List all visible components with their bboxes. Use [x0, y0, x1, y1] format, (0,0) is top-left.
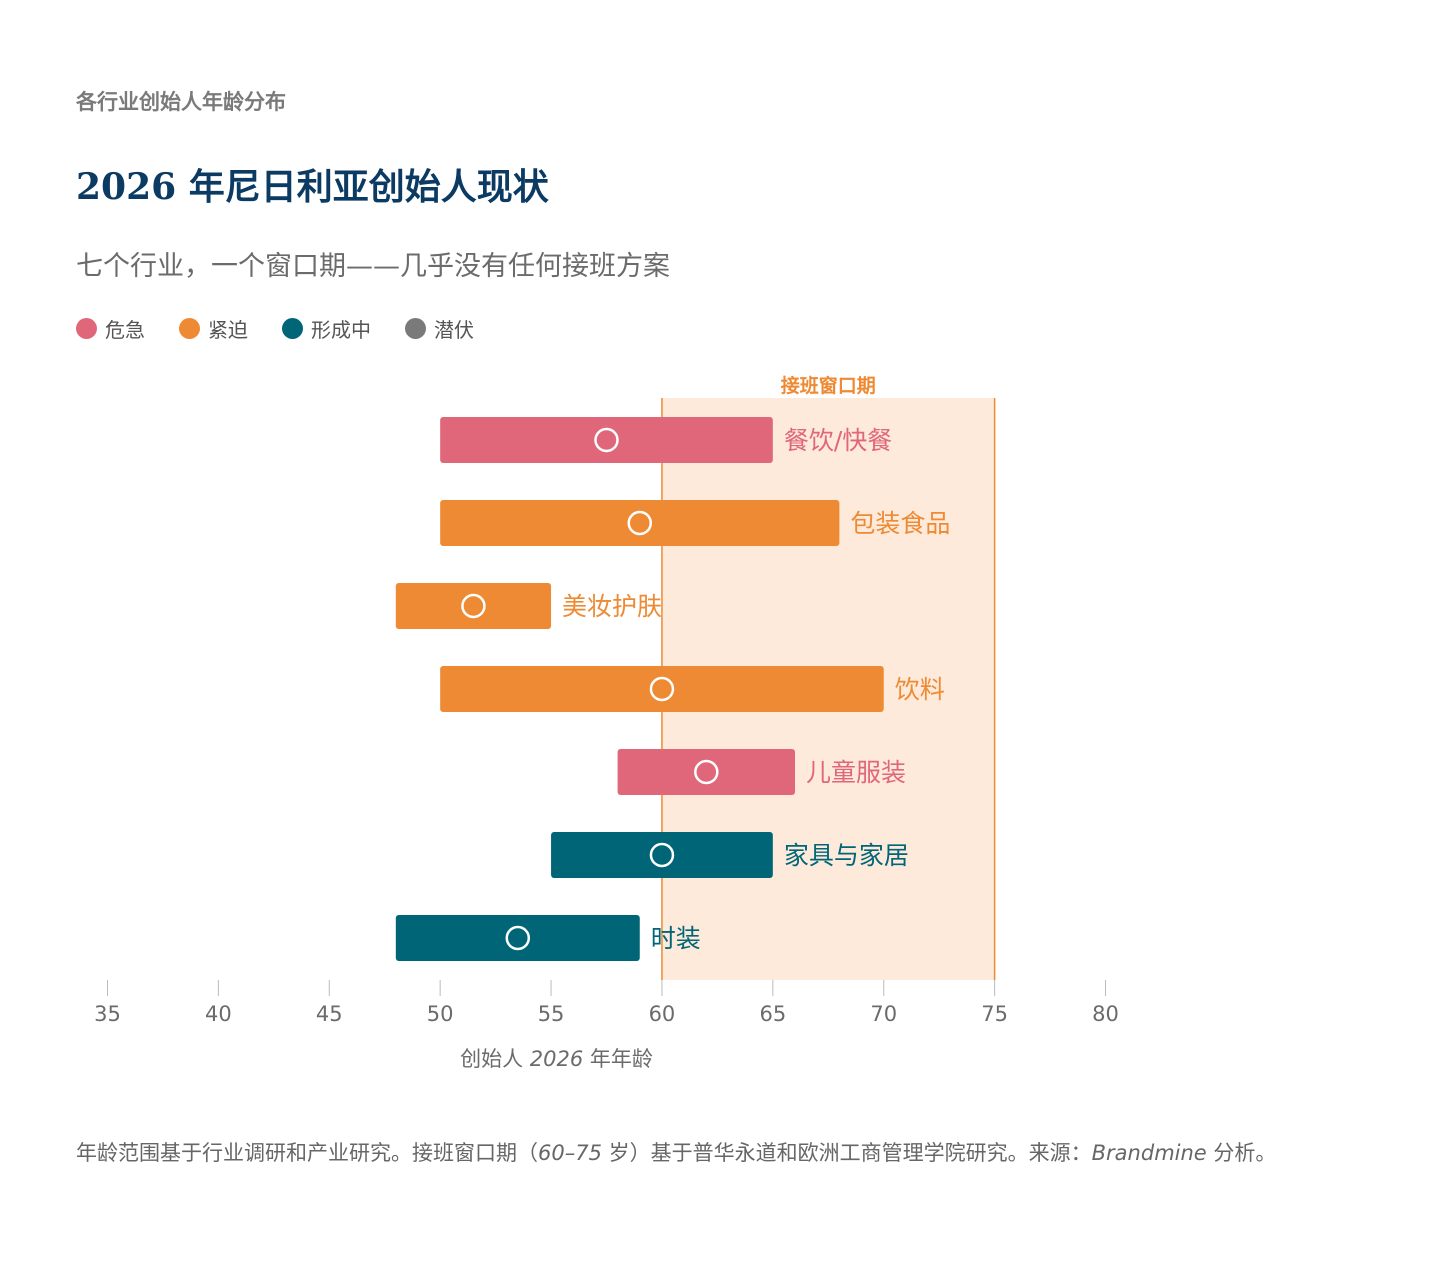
chart-title: 2026 年尼日利亚创始人现状	[76, 166, 549, 208]
median-marker	[627, 510, 653, 536]
footnote-text-3: 分析。	[1206, 1141, 1277, 1165]
median-marker	[505, 925, 531, 951]
legend-swatch-urgent	[179, 318, 200, 339]
legend-item-urgent: 紧迫	[179, 314, 248, 343]
legend-label-urgent: 紧迫	[208, 318, 248, 342]
bar-label: 家具与家居	[784, 841, 909, 870]
median-marker	[649, 842, 675, 868]
range-bar	[440, 666, 884, 712]
legend-swatch-critical	[76, 318, 97, 339]
x-tick-label: 45	[316, 1002, 343, 1026]
range-bar	[440, 417, 773, 463]
legend-label-critical: 危急	[105, 318, 145, 342]
x-axis-label-suffix: 年年龄	[583, 1047, 653, 1071]
range-bar	[551, 832, 773, 878]
x-tick-label: 65	[759, 1002, 786, 1026]
footnote: 年龄范围基于行业调研和产业研究。接班窗口期（60–75 岁）基于普华永道和欧洲工…	[76, 1138, 1366, 1169]
x-tick-label: 70	[870, 1002, 897, 1026]
x-tick-label: 80	[1092, 1002, 1119, 1026]
x-axis-label-year: 2026	[530, 1047, 583, 1071]
range-bar	[440, 500, 840, 546]
range-bar	[395, 915, 640, 961]
range-bar	[395, 583, 552, 629]
chart-subtitle: 七个行业，一个窗口期——几乎没有任何接班方案	[76, 251, 670, 282]
bar-label: 儿童服装	[806, 758, 906, 787]
footnote-text-2: 岁）基于普华永道和欧洲工商管理学院研究。来源：	[601, 1141, 1092, 1165]
x-tick-label: 55	[538, 1002, 565, 1026]
legend-label-forming: 形成中	[311, 318, 371, 342]
x-axis-label: 创始人 2026 年年龄	[460, 1047, 653, 1071]
x-tick-label: 35	[94, 1002, 121, 1026]
median-marker	[461, 593, 486, 619]
median-marker	[649, 676, 675, 702]
x-tick-label: 50	[427, 1002, 454, 1026]
bar-label: 餐饮/快餐	[784, 426, 892, 455]
median-marker	[694, 759, 719, 785]
median-marker	[594, 427, 619, 453]
legend-label-latent: 潜伏	[434, 318, 474, 342]
succession-window-label: 接班窗口期	[781, 374, 876, 397]
legend-item-critical: 危急	[76, 314, 145, 343]
chart-kicker: 各行业创始人年龄分布	[76, 90, 286, 114]
x-axis-label-prefix: 创始人	[460, 1047, 530, 1071]
legend-item-latent: 潜伏	[405, 314, 474, 343]
footnote-range: 60–75	[538, 1141, 602, 1165]
x-tick-label: 40	[205, 1002, 232, 1026]
legend-swatch-forming	[282, 318, 303, 339]
footnote-text-1: 年龄范围基于行业调研和产业研究。接班窗口期（	[76, 1141, 538, 1165]
legend-swatch-latent	[405, 318, 426, 339]
bar-label: 美妆护肤	[562, 592, 662, 621]
bar-label: 时装	[651, 924, 701, 953]
x-tick-label: 60	[649, 1002, 676, 1026]
range-bar	[617, 749, 796, 795]
x-tick-label: 75	[981, 1002, 1008, 1026]
bar-label: 包装食品	[850, 509, 950, 538]
legend: 危急 紧迫 形成中 潜伏	[76, 314, 474, 343]
legend-item-forming: 形成中	[282, 314, 371, 343]
footnote-source: Brandmine	[1091, 1141, 1207, 1165]
bar-label: 饮料	[895, 675, 945, 704]
